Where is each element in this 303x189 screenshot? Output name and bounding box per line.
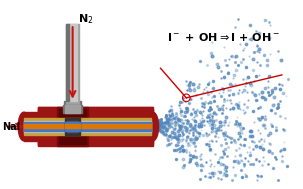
Bar bbox=[65, 122, 80, 131]
Ellipse shape bbox=[18, 112, 30, 141]
Bar bbox=[24, 121, 151, 132]
Text: NaI: NaI bbox=[2, 122, 20, 132]
Bar bbox=[38, 107, 153, 146]
Bar bbox=[24, 112, 41, 141]
Bar bbox=[63, 105, 82, 113]
Bar bbox=[38, 107, 153, 146]
Bar bbox=[24, 118, 151, 135]
Text: I$^-$ + OH$\Rightarrow$I + OH$^-$: I$^-$ + OH$\Rightarrow$I + OH$^-$ bbox=[167, 31, 280, 43]
Bar bbox=[59, 109, 86, 144]
Bar bbox=[24, 124, 151, 128]
Bar bbox=[65, 105, 80, 113]
Bar bbox=[66, 101, 79, 110]
Text: N$_2$: N$_2$ bbox=[78, 13, 94, 26]
Bar bbox=[57, 107, 88, 146]
Ellipse shape bbox=[147, 112, 158, 141]
Bar bbox=[68, 24, 77, 101]
Bar bbox=[136, 112, 153, 141]
Bar bbox=[38, 109, 153, 144]
Bar bbox=[65, 124, 80, 128]
Bar bbox=[66, 24, 69, 101]
Bar bbox=[64, 101, 81, 110]
Bar bbox=[66, 24, 79, 101]
Bar bbox=[65, 118, 80, 135]
Bar bbox=[67, 121, 78, 132]
Bar bbox=[24, 122, 151, 131]
